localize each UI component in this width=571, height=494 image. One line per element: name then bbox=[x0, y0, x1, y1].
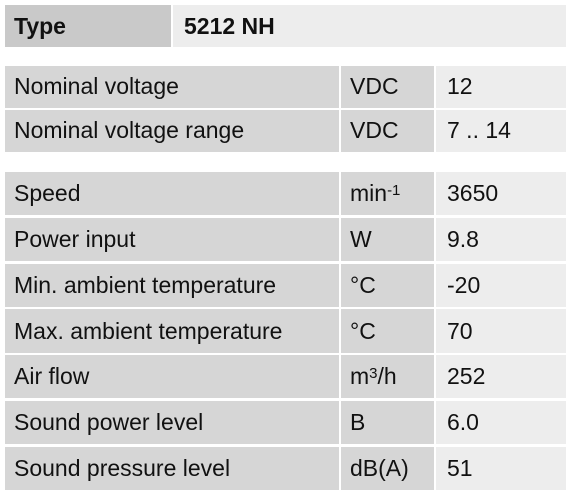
row-unit: VDC bbox=[341, 66, 434, 108]
row-value: 9.8 bbox=[436, 217, 566, 262]
unit-base: dB(A) bbox=[350, 454, 409, 481]
row-unit: °C bbox=[341, 309, 434, 353]
row-value: 12 bbox=[436, 66, 566, 108]
row-unit: dB(A) bbox=[341, 446, 434, 491]
unit-sup: 3 bbox=[369, 365, 378, 383]
unit-base: B bbox=[350, 409, 366, 436]
row-label: Air flow bbox=[5, 355, 339, 399]
row-label: Min. ambient temperature bbox=[5, 263, 339, 307]
row-value: -20 bbox=[436, 263, 566, 307]
row-label: Sound pressure level bbox=[5, 446, 339, 491]
row-unit: m 3/h bbox=[341, 355, 434, 399]
unit-base: °C bbox=[350, 317, 376, 344]
unit-base: °C bbox=[350, 271, 376, 298]
row-value: 70 bbox=[436, 309, 566, 353]
row-value: 51 bbox=[436, 446, 566, 491]
row-unit: min -1 bbox=[341, 172, 434, 216]
row-label: Power input bbox=[5, 217, 339, 262]
row-label: Nominal voltage range bbox=[5, 110, 339, 152]
unit-sup: -1 bbox=[387, 182, 401, 200]
row-value: 7 .. 14 bbox=[436, 110, 566, 152]
row-unit: W bbox=[341, 217, 434, 262]
row-unit: °C bbox=[341, 263, 434, 307]
unit-after: /h bbox=[377, 363, 397, 390]
row-label: Speed bbox=[5, 172, 339, 216]
unit-base: W bbox=[350, 225, 372, 252]
unit-base: m bbox=[350, 363, 370, 390]
unit-base: min bbox=[350, 180, 388, 207]
row-label: Max. ambient temperature bbox=[5, 309, 339, 353]
row-unit: VDC bbox=[341, 110, 434, 152]
row-value: 6.0 bbox=[436, 401, 566, 445]
type-value: 5212 NH bbox=[173, 5, 566, 47]
row-label: Sound power level bbox=[5, 401, 339, 445]
type-label: Type bbox=[5, 5, 171, 47]
row-value: 252 bbox=[436, 355, 566, 399]
row-value: 3650 bbox=[436, 172, 566, 216]
row-unit: B bbox=[341, 401, 434, 445]
unit-base: VDC bbox=[350, 117, 399, 144]
unit-base: VDC bbox=[350, 73, 399, 100]
row-label: Nominal voltage bbox=[5, 66, 339, 108]
